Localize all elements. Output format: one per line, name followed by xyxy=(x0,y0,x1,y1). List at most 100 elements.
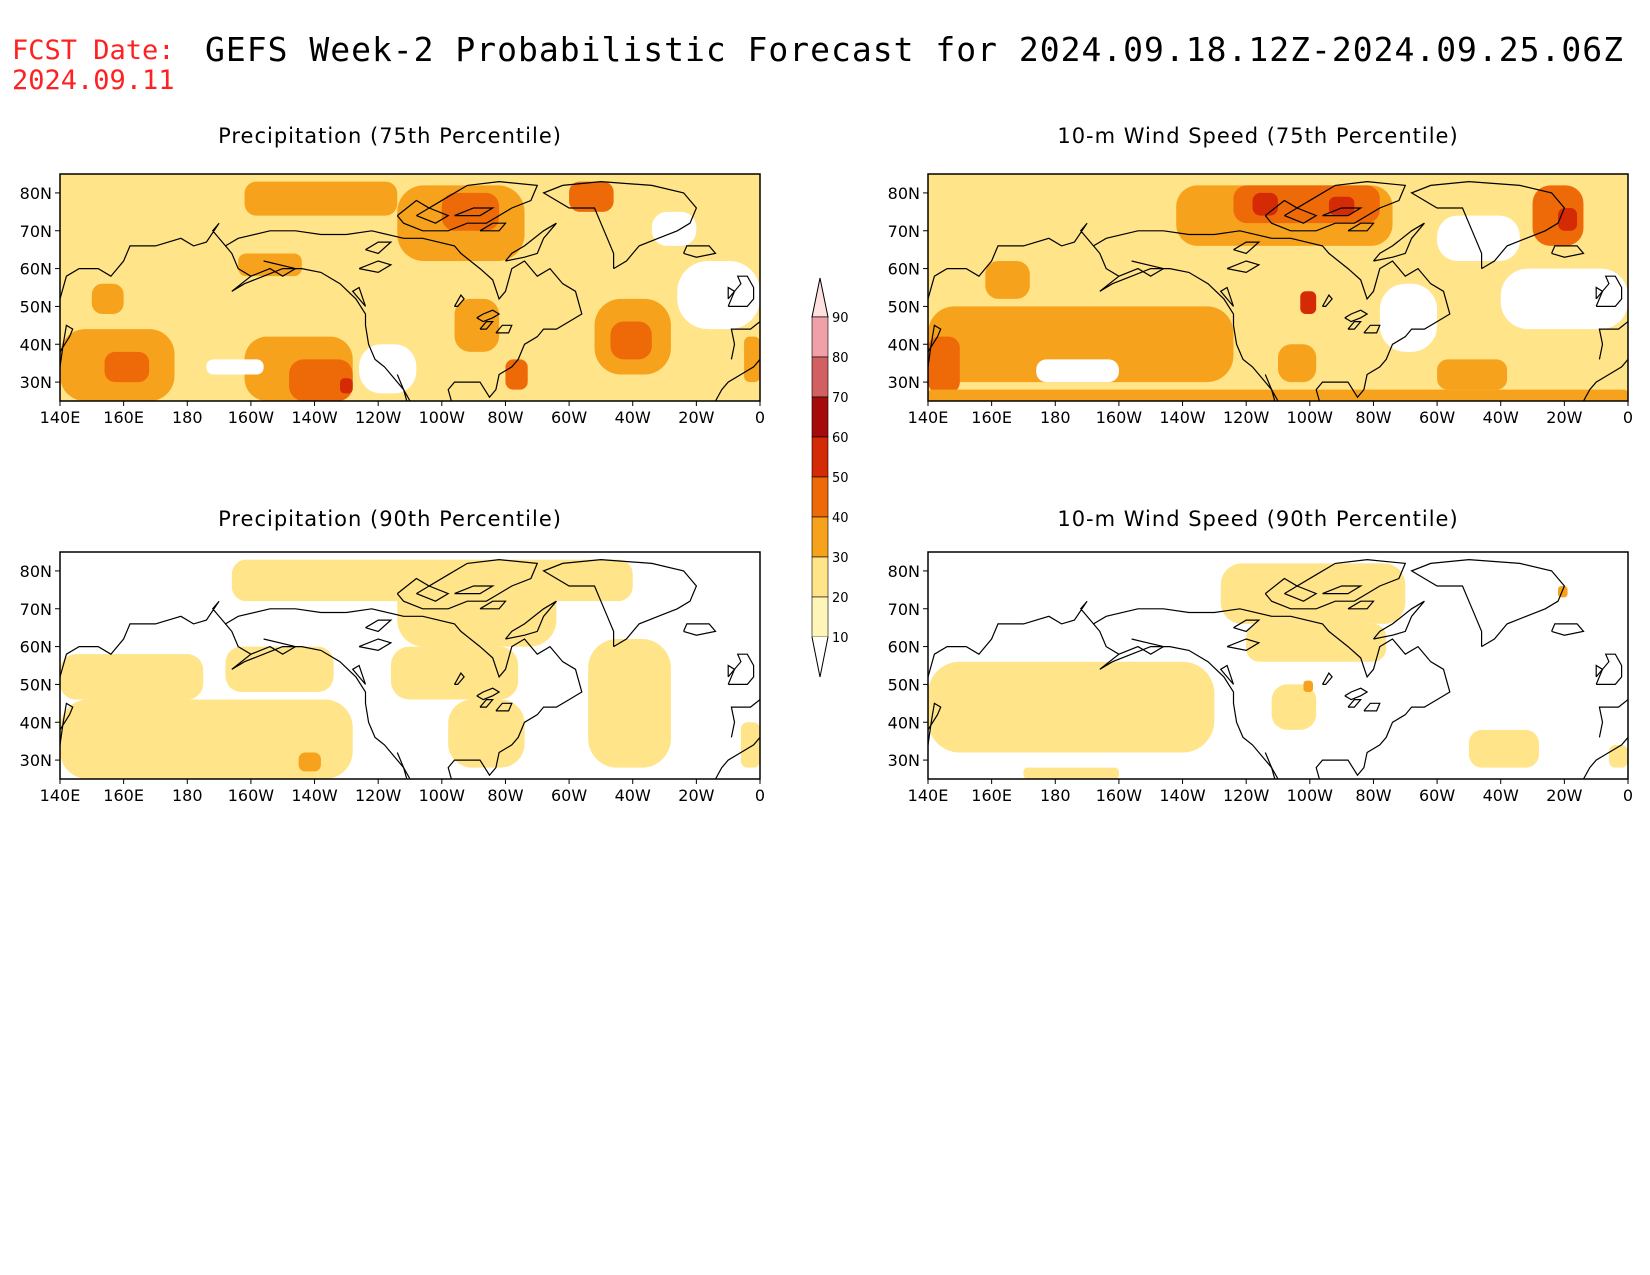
probability-region-40 xyxy=(569,181,614,212)
coastline xyxy=(1551,245,1585,258)
lat-tick-label: 50N xyxy=(888,675,920,694)
lat-tick-label: 80N xyxy=(888,184,920,203)
lon-tick-label: 80W xyxy=(1355,786,1391,805)
lat-tick-label: 30N xyxy=(20,751,52,770)
coastline xyxy=(1410,180,1566,270)
lon-tick-label: 180 xyxy=(172,786,203,805)
lon-tick-label: 180 xyxy=(172,408,203,427)
probability-region-20 xyxy=(1023,767,1119,779)
coastline xyxy=(225,623,411,779)
lat-tick-label: 30N xyxy=(888,373,920,392)
lon-tick-label: 140W xyxy=(291,408,338,427)
coastline xyxy=(1093,623,1279,779)
panel-title-precip-75: Precipitation (75th Percentile) xyxy=(218,124,562,148)
probability-region-20 xyxy=(60,699,353,779)
lon-tick-label: 100W xyxy=(419,408,466,427)
colorbar-label-10: 10 xyxy=(832,631,849,646)
lon-tick-label: 180 xyxy=(1040,786,1071,805)
coastline xyxy=(365,619,393,633)
coastline xyxy=(476,309,501,323)
coastline xyxy=(1363,702,1381,712)
probability-region-20 xyxy=(390,646,519,700)
coastline xyxy=(416,585,450,602)
lon-tick-label: 160E xyxy=(103,408,144,427)
lon-tick-label: 120W xyxy=(1223,408,1270,427)
coastline xyxy=(1347,321,1362,330)
coastline xyxy=(396,180,539,232)
probability-region-20 xyxy=(1468,729,1539,768)
coastline xyxy=(714,359,760,401)
lon-tick-label: 160W xyxy=(1096,786,1143,805)
coastline xyxy=(1284,207,1318,224)
below-threshold-region xyxy=(1500,268,1628,330)
lon-tick-label: 40W xyxy=(1483,408,1519,427)
coastline xyxy=(358,260,393,274)
lon-tick-label: 160W xyxy=(228,408,275,427)
probability-region-40 xyxy=(441,192,500,231)
lon-tick-label: 140E xyxy=(40,786,81,805)
panel-title-precip-90: Precipitation (90th Percentile) xyxy=(218,507,562,531)
lat-tick-label: 30N xyxy=(888,751,920,770)
map-precip-90: 140E 160E 180 160W 140W 120W 100W 80W 60W 40W 20W 0… xyxy=(20,551,765,805)
map-frame xyxy=(59,551,761,780)
coastline xyxy=(396,374,408,401)
coastline xyxy=(730,321,760,360)
lat-tick-label: 70N xyxy=(20,222,52,241)
colorbar-label-60: 60 xyxy=(832,431,849,446)
coastline xyxy=(1595,664,1604,678)
coastline xyxy=(453,294,465,307)
lon-tick-label: 60W xyxy=(551,786,587,805)
lon-tick-label: 120W xyxy=(1223,786,1270,805)
below-threshold-region xyxy=(677,261,760,330)
coastline xyxy=(1363,324,1381,334)
probability-region-50 xyxy=(1328,196,1355,216)
colorbar-swatch-10 xyxy=(811,596,829,638)
lon-tick-label: 140W xyxy=(1159,786,1206,805)
coastline xyxy=(1264,752,1276,779)
coastline xyxy=(1551,623,1585,636)
coastline xyxy=(727,286,736,300)
lon-tick-label: 80W xyxy=(1355,408,1391,427)
probability-region-40 xyxy=(928,336,960,394)
lat-tick-label: 50N xyxy=(20,297,52,316)
colorbar-label-80: 80 xyxy=(832,351,849,366)
coastline xyxy=(1582,737,1628,779)
coastline xyxy=(1093,245,1279,401)
probability-region-50 xyxy=(1558,208,1578,231)
coastline xyxy=(1410,558,1566,648)
lon-tick-label: 100W xyxy=(419,786,466,805)
coastline xyxy=(1321,294,1333,307)
coastline xyxy=(479,321,494,330)
map-frame xyxy=(59,173,761,402)
panel-title-wind-90: 10-m Wind Speed (90th Percentile) xyxy=(1057,507,1459,531)
lat-tick-label: 60N xyxy=(888,638,920,657)
lon-tick-label: 160E xyxy=(971,786,1012,805)
lon-tick-label: 80W xyxy=(487,408,523,427)
coastline xyxy=(60,324,74,367)
lon-tick-label: 160E xyxy=(971,408,1012,427)
lon-tick-label: 0 xyxy=(1623,786,1633,805)
coastline xyxy=(1226,638,1261,652)
colorbar-swatch-80 xyxy=(811,316,829,358)
lon-tick-label: 60W xyxy=(551,408,587,427)
colorbar-swatch-20 xyxy=(811,556,829,598)
coastline xyxy=(1264,558,1407,610)
lon-tick-label: 160W xyxy=(1096,408,1143,427)
lon-tick-label: 180 xyxy=(1040,408,1071,427)
coastline xyxy=(505,600,557,640)
lat-tick-label: 40N xyxy=(20,335,52,354)
coastline xyxy=(1595,275,1623,307)
coastline xyxy=(1284,585,1318,602)
lat-tick-label: 80N xyxy=(888,562,920,581)
lon-tick-label: 40W xyxy=(615,408,651,427)
probability-field xyxy=(928,174,1628,401)
panel-title-wind-75: 10-m Wind Speed (75th Percentile) xyxy=(1057,124,1459,148)
coastline xyxy=(60,702,74,745)
lon-tick-label: 20W xyxy=(678,408,714,427)
colorbar-label-70: 70 xyxy=(832,391,849,406)
probability-region-40 xyxy=(289,359,353,401)
coastline xyxy=(1226,260,1261,274)
coastline xyxy=(358,638,393,652)
colorbar-label-20: 20 xyxy=(832,591,849,606)
coastline xyxy=(1373,222,1425,262)
